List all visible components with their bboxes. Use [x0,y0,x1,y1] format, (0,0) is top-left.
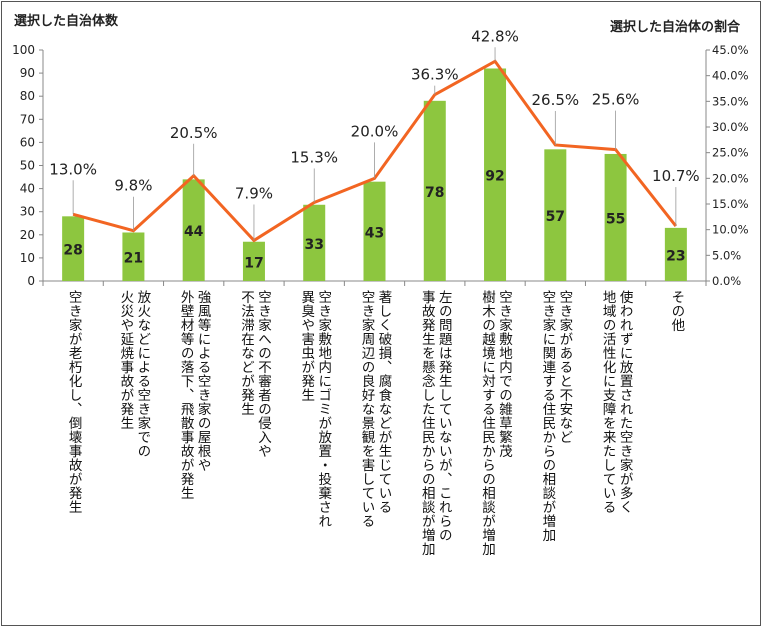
line-value-label: 10.7% [652,167,700,185]
bar [363,181,386,281]
line-value-label: 36.3% [411,66,459,84]
bar-value-label: 28 [63,243,82,259]
category-label-line: 空き家が老朽化し、倒壊事故が発生 [65,290,82,514]
category-label-line: 火災や延焼事故が発生 [117,290,134,430]
category-label-line: 空き家敷地内での雑草繁茂 [496,290,513,458]
category-label-line: 空き家敷地内にゴミが放置・投棄され [315,290,332,528]
category-label: 空き家敷地内での雑草繁茂 樹木の越境に対する住民からの相談が増加 [478,290,512,556]
y2-tick-label: 40.0% [712,69,749,83]
category-label-line: 強風等による空き家の屋根や [194,290,211,472]
category-label: 放火などによる空き家での 火災や延焼事故が発生 [116,290,150,458]
category-label: 空き家が老朽化し、倒壊事故が発生 [65,290,82,514]
line-value-label: 42.8% [471,27,519,45]
category-label-line: 空き家に関連する住民からの相談が増加 [539,290,556,542]
bar [604,153,627,281]
y2-tick-label: 5.0% [712,248,741,262]
line-value-label: 7.9% [235,184,273,202]
category-label-line: 左の問題は発生していないが、これらの [435,290,452,542]
category-label-line: 不法滞在などが発生 [237,290,254,416]
category-label: 空き家敷地内にゴミが放置・投棄され 異臭や害虫が発生 [297,290,331,528]
line-value-label: 9.8% [114,177,152,195]
category-label: 空き家への不審者の侵入や 不法滞在などが発生 [237,290,271,458]
bar-value-label: 17 [244,255,263,271]
category-label-line: 空き家があると不安など [556,290,573,444]
line-value-label: 15.3% [290,148,338,166]
category-label-line: 放火などによる空き家での [134,290,151,458]
category-label-line: 異臭や害虫が発生 [298,290,315,402]
y-tick-label: 80 [20,89,35,103]
category-label-line: 事故発生を懸念した住民からの相談が増加 [418,290,435,556]
y2-tick-label: 0.0% [712,274,741,288]
line-value-label: 25.6% [592,91,640,109]
bar-value-label: 23 [666,248,685,264]
y-tick-label: 10 [20,251,35,265]
category-label: 空き家があると不安など 空き家に関連する住民からの相談が増加 [538,290,572,542]
y-tick-label: 30 [20,205,35,219]
y-tick-label: 60 [20,135,35,149]
category-label: 強風等による空き家の屋根や 外壁材等の落下、飛散事故が発生 [177,290,211,500]
category-label: 左の問題は発生していないが、これらの 事故発生を懸念した住民からの相談が増加 [418,290,452,556]
bar [62,216,85,281]
line-value-label: 20.0% [351,122,399,140]
bar-value-label: 57 [546,209,565,225]
left-axis-title: 選択した自治体数 [14,14,119,29]
bar-value-label: 33 [304,237,323,253]
bar [242,241,265,281]
category-label-line: 地域の活性化に支障を来たしている [599,290,616,514]
bar-value-label: 43 [365,225,384,241]
bar [423,100,446,281]
y-tick-label: 50 [20,159,35,173]
y-tick-label: 70 [20,112,35,126]
y-tick-label: 20 [20,228,35,242]
line-value-label: 13.0% [49,160,97,178]
category-label-line: その他 [668,290,685,332]
right-axis-title: 選択した自治体の割合 [610,20,741,35]
category-label-line: 著しく破損、腐食などが生じている [375,290,392,514]
bar-value-label: 21 [124,251,143,267]
y2-tick-label: 30.0% [712,120,749,134]
category-label-line: 使われずに放置された空き家が多く [616,290,633,514]
bar [664,227,687,281]
bar [182,179,205,281]
category-label: 使われずに放置された空き家が多く 地域の活性化に支障を来たしている [599,290,633,514]
y2-tick-label: 35.0% [712,94,749,108]
bar [544,149,567,281]
y2-tick-label: 45.0% [712,43,749,57]
bar-value-label: 55 [606,211,625,227]
y2-tick-label: 10.0% [712,223,749,237]
category-label-line: 空き家への不審者の侵入や [254,290,271,458]
y2-tick-label: 25.0% [712,146,749,160]
bar-value-label: 92 [485,169,504,185]
line-value-label: 20.5% [170,124,218,142]
bar-value-label: 44 [184,224,204,240]
line-value-label: 26.5% [531,91,579,109]
y-tick-label: 40 [20,182,35,196]
category-label: 著しく破損、腐食などが生じている 空き家周辺の良好な景観を害している [358,290,392,528]
category-label-line: 外壁材等の落下、飛散事故が発生 [177,290,194,500]
category-label-line: 空き家周辺の良好な景観を害している [358,290,375,528]
bar-value-label: 78 [425,185,444,201]
bar [484,68,507,281]
y2-tick-label: 20.0% [712,171,749,185]
y-tick-label: 100 [12,43,35,57]
category-label-line: 樹木の越境に対する住民からの相談が増加 [479,290,496,556]
y2-tick-label: 15.0% [712,197,749,211]
y-tick-label: 0 [27,274,35,288]
bar [122,232,145,281]
bar [303,204,326,281]
y-tick-label: 90 [20,66,35,80]
category-label: その他 [667,290,684,332]
